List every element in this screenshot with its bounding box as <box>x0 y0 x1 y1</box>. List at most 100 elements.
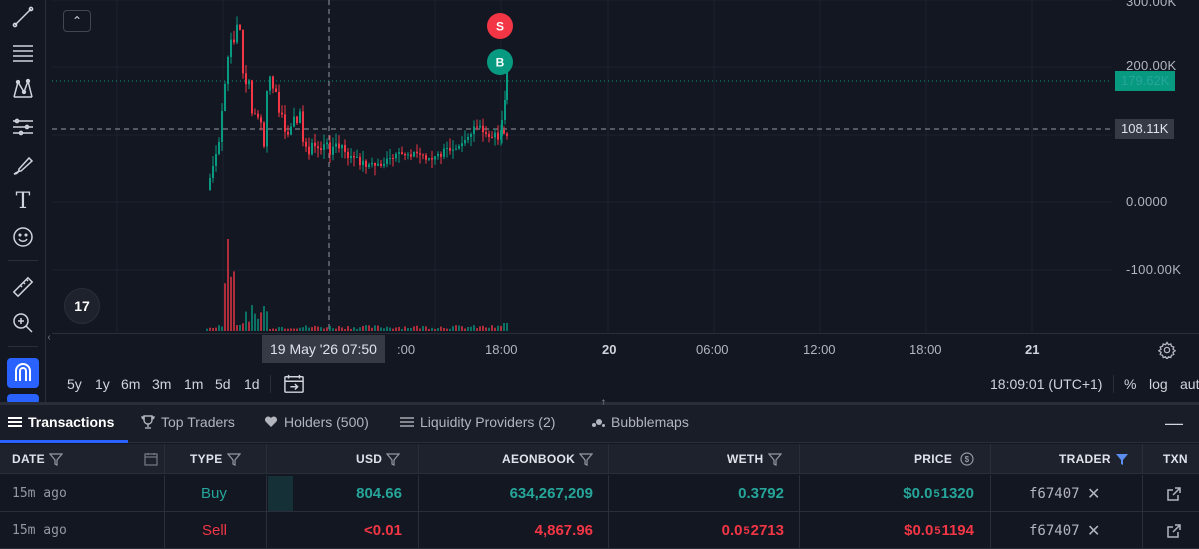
legend-collapse-button[interactable]: ⌃ <box>63 10 91 32</box>
volume-bar <box>488 327 490 331</box>
text-icon[interactable]: T <box>7 186 39 216</box>
time-axis[interactable]: :00 18:00 20 06:00 12:00 18:00 21 19 May… <box>52 333 1199 365</box>
range-3m-button[interactable]: 3m <box>152 376 172 392</box>
volume-bar <box>353 327 355 331</box>
resize-vertical-icon[interactable]: ↕ <box>600 394 607 410</box>
volume-bar <box>473 325 475 331</box>
volume-bar <box>431 327 433 331</box>
candle-body <box>233 39 235 43</box>
volume-bar <box>257 318 259 331</box>
clear-filter-icon[interactable]: ✕ <box>1087 522 1101 540</box>
filter-icon[interactable] <box>386 452 401 466</box>
calendar-icon[interactable] <box>144 444 158 474</box>
usd-header[interactable]: USD <box>356 444 401 474</box>
volume-bar <box>386 326 388 331</box>
zoom-in-icon[interactable] <box>7 308 39 338</box>
candle-body <box>257 113 259 118</box>
magnet-icon[interactable] <box>7 358 39 388</box>
filter-icon[interactable] <box>48 452 63 466</box>
row-trader[interactable]: f67407 <box>1029 485 1080 502</box>
gear-icon[interactable] <box>1157 341 1177 361</box>
range-1d-button[interactable]: 1d <box>244 376 260 392</box>
auto-toggle[interactable]: auto <box>1180 376 1199 392</box>
candle-body <box>485 132 487 134</box>
goto-date-icon[interactable] <box>283 374 305 394</box>
volume-bar <box>440 326 442 331</box>
candle-body <box>425 155 427 160</box>
volume-bar <box>368 325 370 331</box>
prediction-icon[interactable] <box>7 112 39 142</box>
row-price: $0.0 5 1194 <box>904 512 974 549</box>
panel-divider[interactable] <box>0 402 1199 405</box>
aeonbook-header[interactable]: AEONBOOK <box>502 444 594 474</box>
column-separator <box>990 444 991 473</box>
log-toggle[interactable]: log <box>1149 376 1168 392</box>
tab-label: Holders (500) <box>284 414 369 430</box>
volume-bar <box>224 283 226 331</box>
candle-body <box>470 133 472 137</box>
lock-drawings-icon[interactable] <box>7 394 39 404</box>
range-1y-button[interactable]: 1y <box>95 376 110 392</box>
table-row[interactable]: 15m ago Buy 804.66 634,267,209 0.3792 $0… <box>0 475 1199 512</box>
filter-icon[interactable] <box>226 452 241 466</box>
filter-active-icon[interactable] <box>1115 452 1129 466</box>
tab-liquidity-providers[interactable]: Liquidity Providers (2) <box>400 414 555 430</box>
fib-retracement-icon[interactable] <box>7 38 39 68</box>
candle-body <box>482 125 484 133</box>
ruler-icon[interactable] <box>7 272 39 302</box>
volume-bar <box>407 328 409 331</box>
candle-body <box>386 158 388 165</box>
percent-toggle[interactable]: % <box>1124 376 1137 392</box>
volume-bar <box>332 328 334 331</box>
type-header[interactable]: TYPE <box>190 444 241 474</box>
volume-bar <box>425 326 427 331</box>
timezone-clock[interactable]: 18:09:01 (UTC+1) <box>990 376 1103 392</box>
volume-bar <box>266 311 268 331</box>
volume-bar <box>236 324 238 331</box>
column-separator <box>164 444 165 473</box>
date-header[interactable]: DATE <box>12 444 63 474</box>
external-link-icon[interactable] <box>1166 475 1182 512</box>
price-axis[interactable]: 300.00K 200.00K 0.0000 -100.00K 179.62K … <box>1112 0 1199 333</box>
tab-holders[interactable]: Holders (500) <box>264 414 369 430</box>
candle-body <box>452 149 454 151</box>
header-label: AEONBOOK <box>502 452 576 466</box>
candle-body <box>218 142 220 154</box>
clear-filter-icon[interactable]: ✕ <box>1087 485 1101 503</box>
trader-header[interactable]: TRADER <box>1059 444 1129 474</box>
volume-bar <box>209 327 211 331</box>
price-header[interactable]: PRICE $ <box>914 444 974 474</box>
brush-icon[interactable] <box>7 150 39 180</box>
weth-header[interactable]: WETH <box>727 444 782 474</box>
list-icon <box>8 417 22 427</box>
toolbar-collapse-handle[interactable]: ‹ <box>47 331 51 343</box>
tab-bubblemaps[interactable]: Bubblemaps <box>591 414 689 430</box>
emoji-icon[interactable] <box>7 222 39 252</box>
filter-icon[interactable] <box>767 452 782 466</box>
currency-toggle-icon[interactable]: $ <box>960 452 974 466</box>
tab-top-traders[interactable]: Top Traders <box>141 414 235 430</box>
row-trader[interactable]: f67407 <box>1029 522 1080 539</box>
range-5d-button[interactable]: 5d <box>215 376 231 392</box>
tab-transactions[interactable]: Transactions <box>8 414 114 430</box>
filter-icon[interactable] <box>579 452 594 466</box>
txn-header: TXN <box>1163 444 1188 474</box>
pattern-icon[interactable] <box>7 74 39 104</box>
volume-bar <box>227 239 229 331</box>
external-link-icon[interactable] <box>1166 512 1182 549</box>
tradingview-logo[interactable]: 17 <box>64 288 100 324</box>
volume-bar <box>350 328 352 331</box>
candle-body <box>365 160 367 167</box>
bubbles-icon <box>592 419 605 427</box>
table-row[interactable]: 15m ago Sell <0.01 4,867.96 0.0 5 2713 $0.… <box>0 512 1199 549</box>
crosshair-time-tag: 19 May '26 07:50 <box>262 335 385 363</box>
volume-bar <box>485 327 487 331</box>
range-5y-button[interactable]: 5y <box>67 376 82 392</box>
trendline-icon[interactable] <box>7 2 39 32</box>
range-1m-button[interactable]: 1m <box>184 376 204 392</box>
row-type: Sell <box>202 522 228 539</box>
range-6m-button[interactable]: 6m <box>121 376 141 392</box>
volume-bar <box>260 312 262 331</box>
minimize-panel-icon[interactable]: — <box>1165 413 1183 433</box>
